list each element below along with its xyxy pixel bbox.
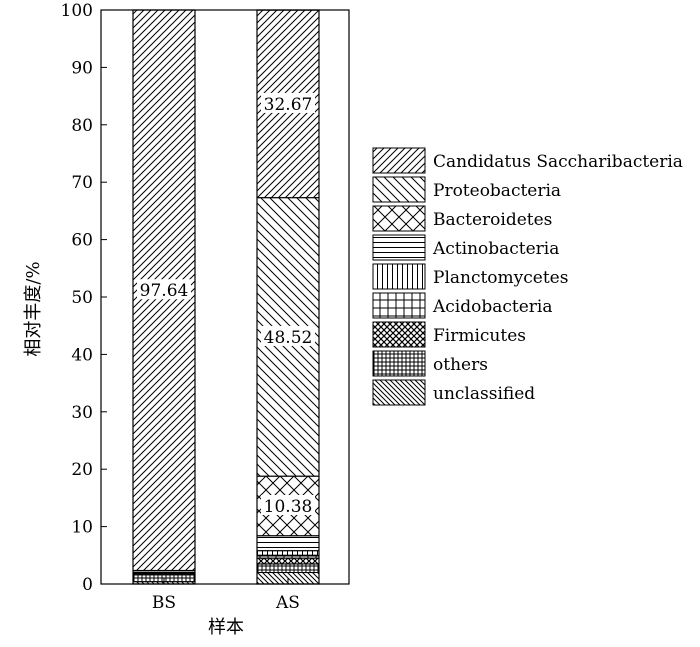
legend: Candidatus Saccharibacteria Proteobacteri… [372,147,683,406]
x-axis-label: 样本 [208,617,244,638]
legend-swatch [372,379,426,406]
data-label-bg [261,92,315,113]
data-label-as-candidatus-saccharibacteria: 32.67 [264,95,313,115]
legend-item-acidobacteria: Acidobacteria [372,292,552,319]
legend-item-planctomycetes: Planctomycetes [372,263,568,290]
legend-swatch [372,176,426,203]
data-labels: 97.64 32.67 48.52 10.38 [137,92,315,517]
legend-label: Bacteroidetes [433,210,552,230]
legend-label: Proteobacteria [433,181,561,201]
y-tick-label: 50 [71,288,93,308]
legend-item-bacteroidetes: Bacteroidetes [372,205,552,232]
legend-label: Candidatus Saccharibacteria [433,152,683,172]
legend-swatch [372,350,426,377]
legend-label: others [433,355,488,375]
legend-item-actinobacteria: Actinobacteria [372,234,559,261]
legend-swatch [372,205,426,232]
y-tick-label: 20 [71,460,93,480]
legend-label: Acidobacteria [432,297,552,317]
legend-item-candidatus-saccharibacteria: Candidatus Saccharibacteria [372,147,683,174]
data-label-bg [261,325,315,346]
data-label-as-bacteroidetes: 10.38 [264,497,313,517]
data-label-as-proteobacteria: 48.52 [264,328,313,348]
legend-swatch [372,321,426,348]
y-tick-label: 90 [71,58,93,78]
legend-label: unclassified [433,384,535,404]
y-tick-label: 0 [82,575,93,595]
data-label-bg [261,494,315,515]
y-tick-label: 100 [61,1,93,21]
legend-swatch [372,147,426,174]
y-tick-label: 30 [71,403,93,423]
data-label-bg [137,279,191,300]
bar-segment-as-actinobacteria [256,535,320,552]
bar-segment-as-firmicutes [256,557,320,565]
data-label-bs-candidatus-saccharibacteria: 97.64 [140,281,189,301]
bar-segment-as-unclassified [256,572,320,585]
legend-swatch [372,263,426,290]
legend-label: Planctomycetes [433,268,568,288]
x-tick-label-as: AS [275,593,300,613]
legend-swatch [372,234,426,261]
bar-segment-as-planctomycetes [256,550,320,556]
legend-item-unclassified: unclassified [372,379,535,406]
y-tick-label: 40 [71,345,93,365]
bar-outline-bs [132,9,196,585]
legend-item-others: others [372,350,488,377]
legend-item-proteobacteria: Proteobacteria [372,176,561,203]
legend-label: Actinobacteria [432,239,559,259]
y-tick-label: 60 [71,231,93,251]
legend-item-firmicutes: Firmicutes [372,321,526,348]
y-tick-label: 10 [71,518,93,538]
y-tick-label: 70 [71,173,93,193]
bar-segment-bs-others [132,574,196,583]
bar-outline-as [256,9,320,585]
legend-swatch [372,292,426,319]
y-axis: 0 10 20 30 40 50 60 70 80 90 100 [61,1,107,595]
y-axis-label: 相对丰度/% [23,261,44,356]
bar-segment-as-others [256,563,320,574]
x-tick-label-bs: BS [152,593,176,613]
y-tick-label: 80 [71,116,93,136]
legend-label: Firmicutes [433,326,526,346]
